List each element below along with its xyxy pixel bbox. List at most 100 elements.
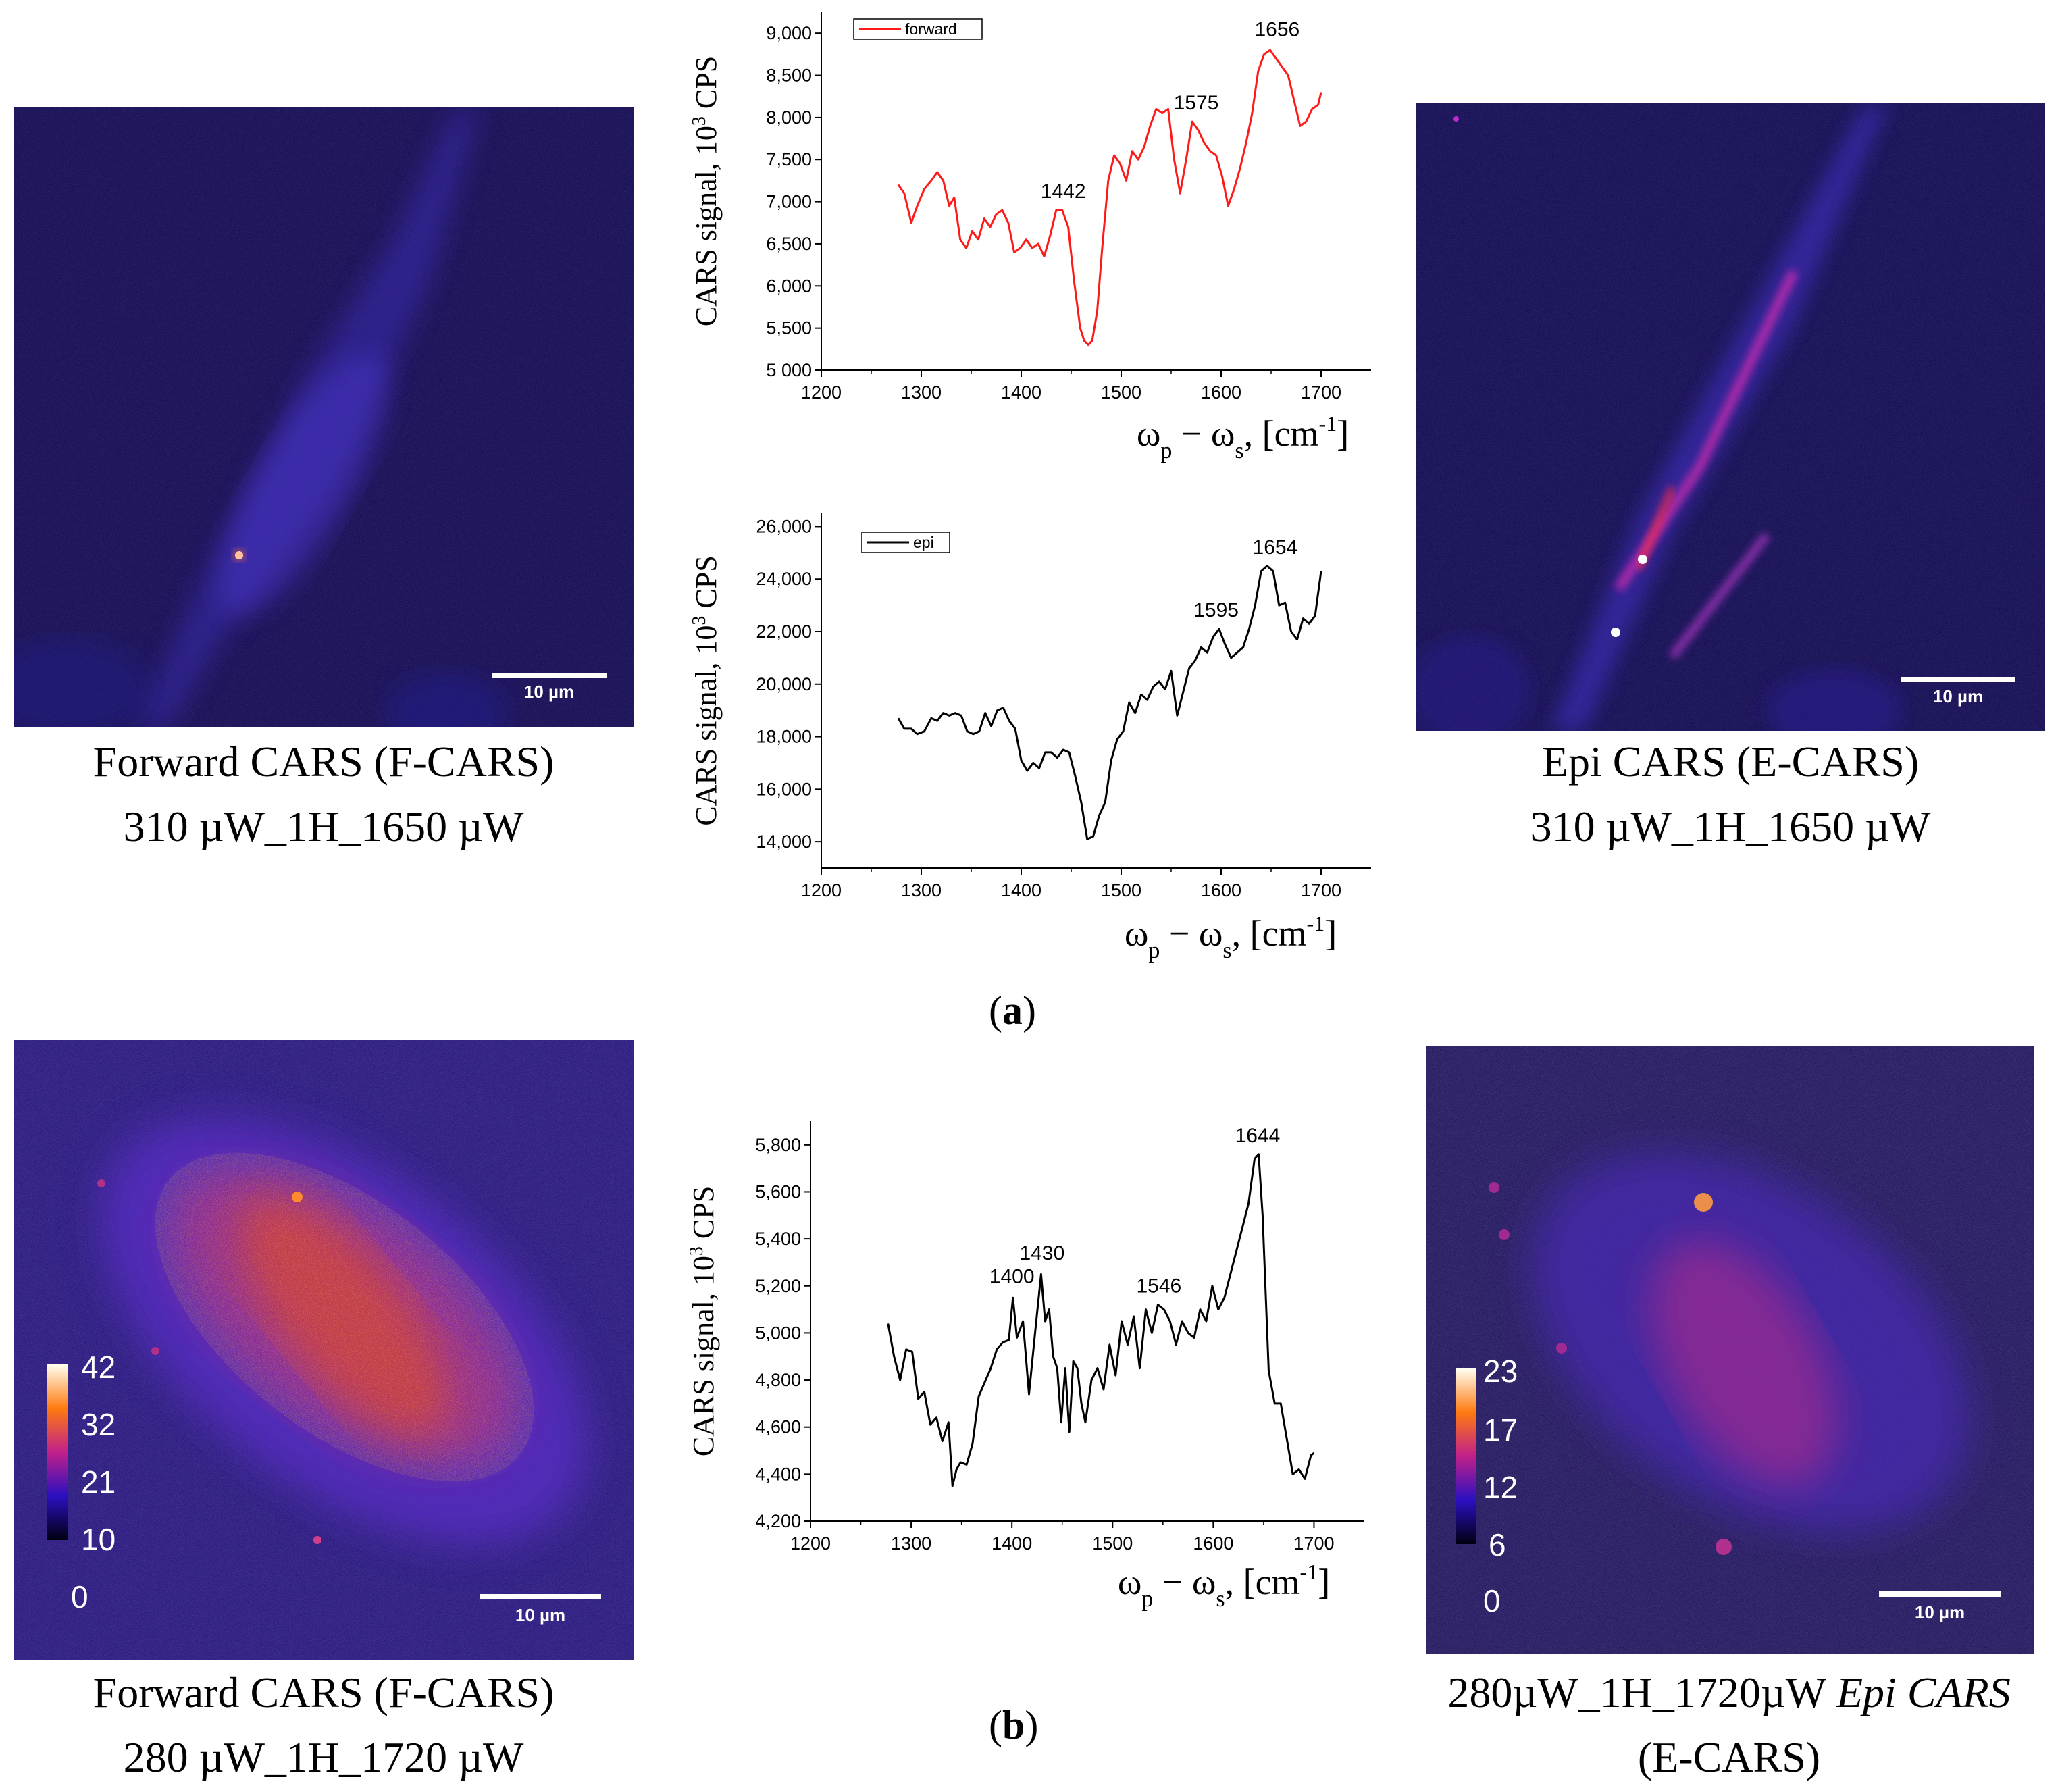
y-tick-label: 7,000 bbox=[766, 192, 812, 212]
x-tick-label: 1500 bbox=[1092, 1533, 1133, 1554]
colorbar-tick: 6 bbox=[1489, 1527, 1506, 1562]
y-tick-label: 16,000 bbox=[756, 779, 812, 799]
panel-label-a: (a) bbox=[989, 988, 1036, 1033]
y-tick-label: 5,600 bbox=[755, 1181, 801, 1202]
caption-line-2: 310 µW_1H_1650 µW bbox=[123, 802, 524, 850]
scale-bar-label: 10 µm bbox=[1933, 686, 1983, 707]
series-line bbox=[887, 1153, 1315, 1487]
panel-label-b: (b) bbox=[989, 1703, 1039, 1747]
y-tick-label: 5,800 bbox=[755, 1135, 801, 1155]
panel-label-b-letter: b bbox=[1002, 1703, 1025, 1747]
x-axis-label: ωp − ωs, [cm-1] bbox=[1118, 1560, 1330, 1612]
colorbar-tick: 42 bbox=[81, 1350, 115, 1385]
scale-bar-line bbox=[1879, 1591, 2001, 1597]
colorbar-tick: 21 bbox=[81, 1464, 115, 1500]
peak-label: 1654 bbox=[1253, 536, 1298, 559]
x-tick-label: 1600 bbox=[1193, 1533, 1233, 1554]
colorbar-tick: 10 bbox=[81, 1522, 115, 1557]
caption-italic: Epi CARS bbox=[1836, 1668, 2011, 1716]
y-tick-label: 5,400 bbox=[755, 1229, 801, 1249]
x-tick-label: 1700 bbox=[1301, 382, 1341, 403]
series-line bbox=[897, 565, 1322, 840]
series-line bbox=[897, 49, 1322, 347]
x-axis-label: ωp − ωs, [cm-1] bbox=[1125, 911, 1337, 963]
scale-bar-label: 10 µm bbox=[515, 1605, 565, 1625]
x-axis-label: ωp − ωs, [cm-1] bbox=[1137, 411, 1349, 463]
y-tick-label: 26,000 bbox=[756, 516, 812, 536]
caption-plain: 280µW_1H_1720µW bbox=[1447, 1668, 1836, 1716]
colorbar bbox=[47, 1364, 68, 1540]
y-axis-label: CARS signal, 103 CPS bbox=[686, 1186, 720, 1456]
colorbar-tick: 12 bbox=[1483, 1470, 1518, 1505]
scale-bar-label: 10 µm bbox=[1915, 1602, 1965, 1622]
legend-label: forward bbox=[905, 20, 957, 38]
caption-line-2: 310 µW_1H_1650 µW bbox=[1530, 802, 1931, 850]
y-tick-label: 24,000 bbox=[756, 569, 812, 589]
x-tick-label: 1200 bbox=[790, 1533, 831, 1554]
y-tick-label: 4,800 bbox=[755, 1370, 801, 1390]
peak-label: 1400 bbox=[989, 1266, 1035, 1288]
y-tick-label: 4,200 bbox=[755, 1511, 801, 1531]
epi-spectrum-chart: 1200 1300 1400 1500 1600 1700 14,000 16,000 18,0… bbox=[675, 493, 1391, 979]
peak-label: 1644 bbox=[1235, 1125, 1281, 1147]
x-tick-label: 1500 bbox=[1101, 880, 1141, 900]
peak-label: 1595 bbox=[1193, 599, 1239, 621]
y-tick-label: 20,000 bbox=[756, 674, 812, 694]
y-tick-label: 4,400 bbox=[755, 1464, 801, 1484]
caption-line-2: (E-CARS) bbox=[1637, 1733, 1821, 1781]
caption-line-1: Forward CARS (F-CARS) bbox=[93, 1668, 555, 1716]
caption-epi-b: 280µW_1H_1720µW Epi CARS (E-CARS) bbox=[1398, 1660, 2060, 1790]
x-tick-label: 1300 bbox=[901, 382, 942, 403]
forward-cars-micrograph-a: 10 µm bbox=[14, 107, 634, 727]
b-spectrum-chart: 1200 1300 1400 1500 1600 1700 4,200 4,400 4,600 4… bbox=[675, 1074, 1391, 1628]
legend-label: epi bbox=[913, 534, 934, 551]
forward-spectrum-svg: 1200 1300 1400 1500 1600 1700 5 000 5,500 6,000 6… bbox=[689, 12, 1371, 463]
y-axis-label: CARS signal, 103 CPS bbox=[689, 555, 723, 825]
y-tick-label: 5 000 bbox=[766, 360, 812, 380]
y-tick-label: 4,600 bbox=[755, 1417, 801, 1437]
y-tick-label: 8,500 bbox=[766, 66, 812, 86]
peak-label: 1656 bbox=[1255, 19, 1300, 41]
x-tick-label: 1200 bbox=[801, 382, 842, 403]
b-spectrum-svg: 1200 1300 1400 1500 1600 1700 4,200 4,400 4,600 4… bbox=[686, 1121, 1364, 1612]
scale-bar-line bbox=[480, 1594, 601, 1599]
y-tick-label: 22,000 bbox=[756, 621, 812, 642]
y-tick-label: 7,500 bbox=[766, 149, 812, 170]
forward-cars-micrograph-b: 42 32 21 10 0 10 µm bbox=[14, 1040, 634, 1660]
x-tick-label: 1600 bbox=[1201, 880, 1241, 900]
y-tick-label: 6,500 bbox=[766, 234, 812, 254]
colorbar-tick: 32 bbox=[81, 1407, 115, 1442]
y-tick-label: 9,000 bbox=[766, 23, 812, 43]
x-tick-label: 1500 bbox=[1101, 382, 1141, 403]
y-tick-label: 14,000 bbox=[756, 831, 812, 852]
peak-label: 1546 bbox=[1136, 1275, 1181, 1298]
y-tick-label: 5,500 bbox=[766, 318, 812, 338]
scale-bar-label: 10 µm bbox=[524, 682, 574, 702]
x-tick-label: 1600 bbox=[1201, 382, 1241, 403]
epi-cars-micrograph-a: 10 µm bbox=[1416, 103, 2045, 731]
x-tick-label: 1200 bbox=[801, 880, 842, 900]
colorbar bbox=[1456, 1368, 1476, 1544]
caption-forward-b: Forward CARS (F-CARS) 280 µW_1H_1720 µW bbox=[14, 1660, 634, 1790]
panel-label-a-letter: a bbox=[1002, 988, 1023, 1033]
colorbar-tick: 0 bbox=[71, 1579, 88, 1614]
caption-line-1: Epi CARS (E-CARS) bbox=[1541, 738, 1920, 786]
caption-line-2: 280 µW_1H_1720 µW bbox=[123, 1733, 524, 1781]
epi-cars-micrograph-b: 23 17 12 6 0 10 µm bbox=[1426, 1046, 2034, 1654]
caption-line-1: 280µW_1H_1720µW Epi CARS bbox=[1398, 1660, 2060, 1725]
x-tick-label: 1300 bbox=[891, 1533, 931, 1554]
y-axis-label: CARS signal, 103 CPS bbox=[689, 56, 723, 326]
forward-spectrum-chart: 1200 1300 1400 1500 1600 1700 5 000 5,500 6,000 6… bbox=[675, 0, 1391, 473]
x-tick-label: 1700 bbox=[1293, 1533, 1334, 1554]
caption-epi-a: Epi CARS (E-CARS) 310 µW_1H_1650 µW bbox=[1416, 729, 2045, 859]
peak-label: 1430 bbox=[1020, 1242, 1065, 1264]
scale-bar-line bbox=[492, 673, 607, 678]
peak-label: 1442 bbox=[1041, 180, 1086, 203]
y-tick-label: 8,000 bbox=[766, 107, 812, 128]
colorbar-tick: 17 bbox=[1483, 1412, 1518, 1448]
epi-spectrum-svg: 1200 1300 1400 1500 1600 1700 14,000 16,000 18,0… bbox=[689, 513, 1371, 963]
y-tick-label: 5,000 bbox=[755, 1323, 801, 1343]
x-tick-label: 1400 bbox=[1001, 382, 1041, 403]
x-tick-label: 1400 bbox=[992, 1533, 1032, 1554]
colorbar-tick: 0 bbox=[1483, 1583, 1501, 1618]
